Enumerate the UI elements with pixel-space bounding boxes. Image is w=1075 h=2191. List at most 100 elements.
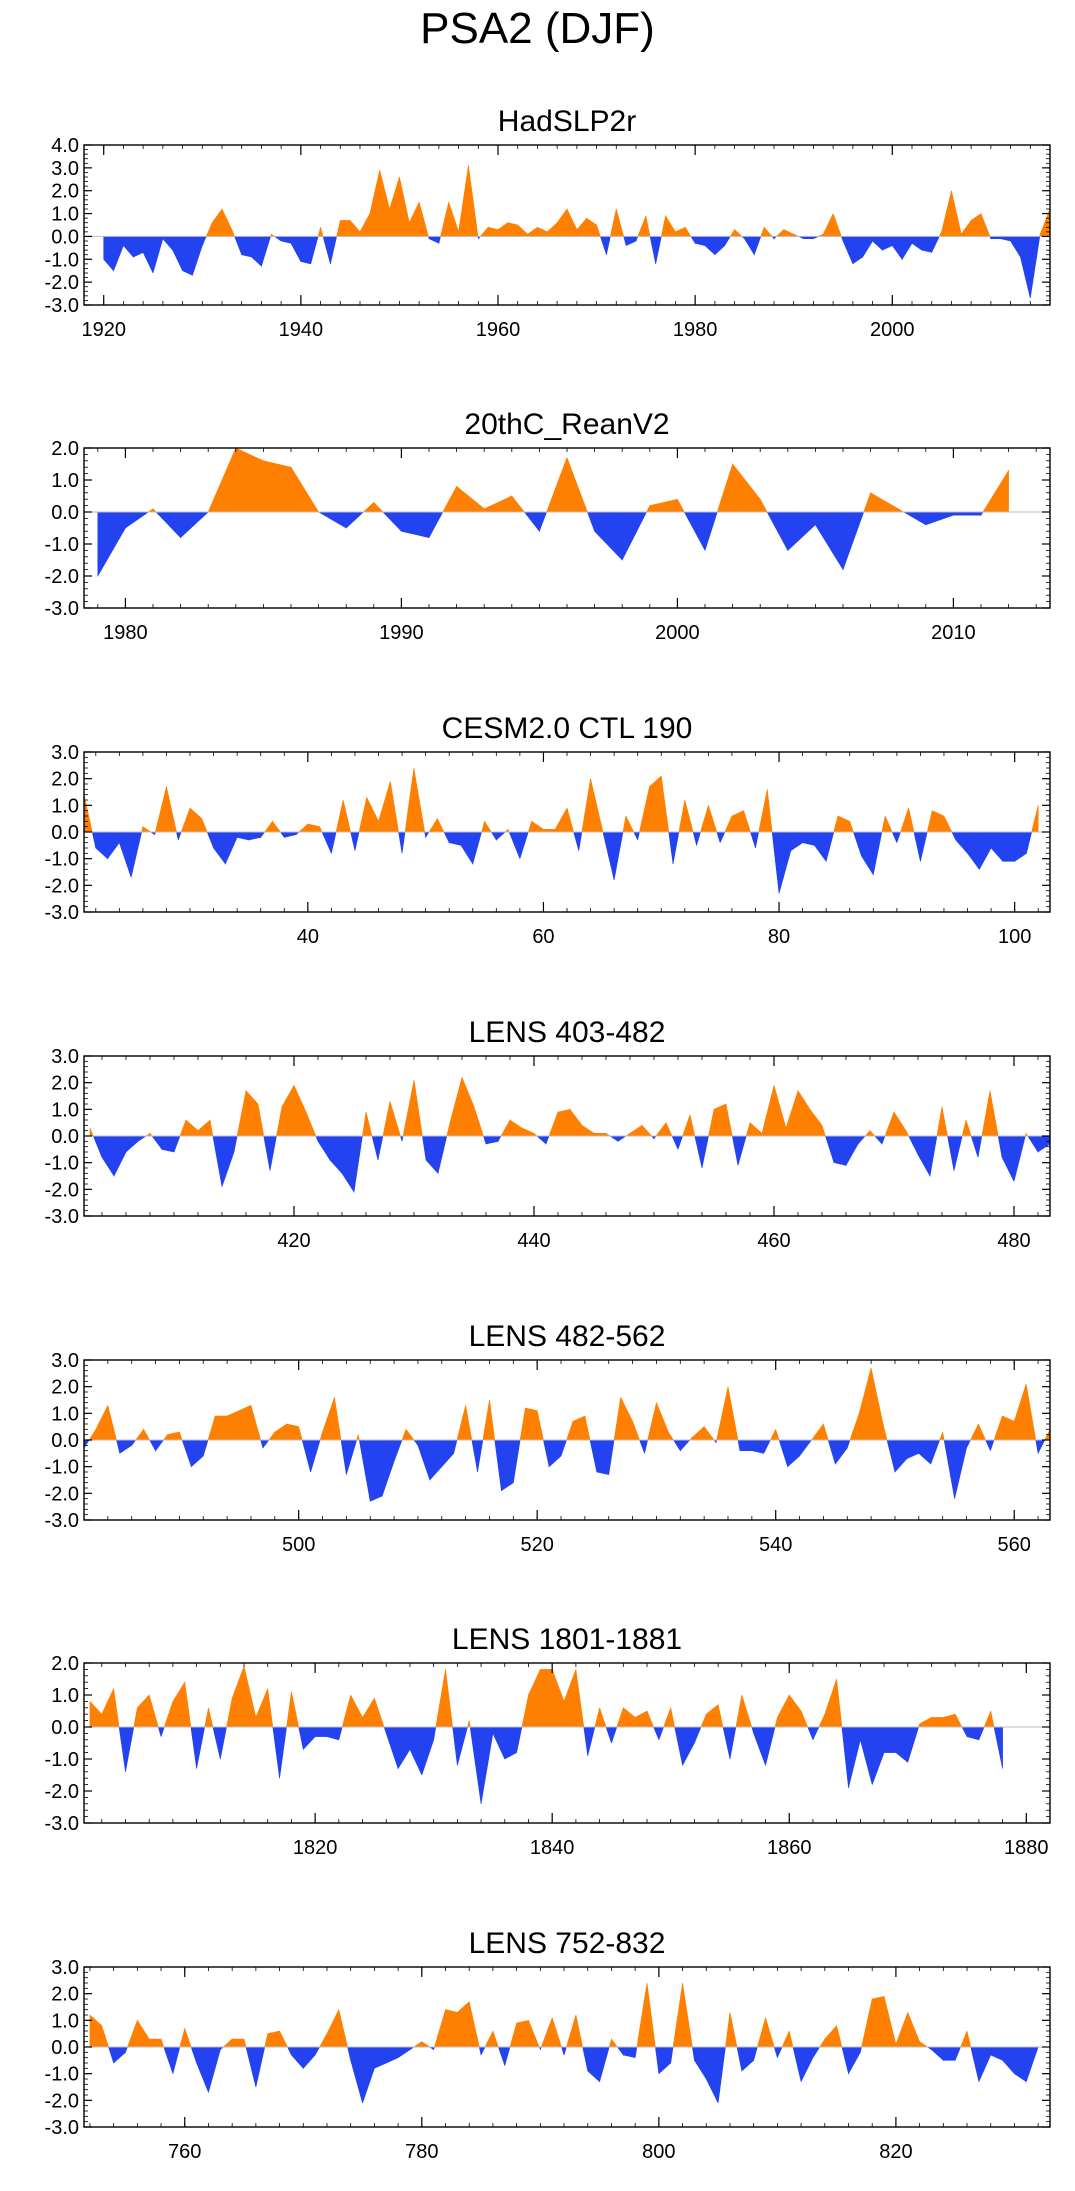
- positive-area: [884, 1111, 895, 1137]
- positive-area: [731, 810, 745, 833]
- negative-area: [310, 236, 319, 264]
- negative-area: [163, 2046, 174, 2074]
- negative-area: [792, 2046, 802, 2082]
- positive-area: [774, 1717, 778, 1728]
- positive-area: [537, 226, 548, 237]
- positive-area: [276, 1106, 283, 1137]
- positive-area: [456, 485, 485, 513]
- negative-area: [653, 1726, 660, 1740]
- positive-area: [319, 826, 323, 833]
- negative-area: [448, 831, 462, 846]
- positive-area: [700, 805, 709, 833]
- negative-area: [911, 236, 923, 251]
- negative-area: [1037, 1135, 1051, 1153]
- negative-area: [1010, 236, 1021, 259]
- positive-area: [569, 1108, 583, 1137]
- negative-area: [290, 236, 302, 262]
- positive-area: [255, 1688, 269, 1728]
- negative-area: [704, 511, 718, 551]
- negative-area: [172, 236, 183, 271]
- positive-area: [166, 786, 177, 833]
- positive-area: [596, 224, 601, 237]
- positive-area: [307, 823, 320, 833]
- negative-area: [161, 1135, 175, 1153]
- negative-area: [172, 2046, 181, 2074]
- positive-area: [339, 220, 351, 237]
- positive-area: [823, 1423, 829, 1441]
- negative-area: [841, 2046, 849, 2074]
- negative-area: [778, 831, 792, 894]
- negative-area: [504, 1726, 517, 1760]
- positive-area: [359, 213, 371, 237]
- negative-area: [149, 1439, 156, 1452]
- negative-area: [108, 2046, 114, 2064]
- y-tick-label: 0.0: [51, 226, 79, 248]
- positive-area: [724, 815, 733, 833]
- negative-area: [494, 1439, 502, 1491]
- positive-area: [365, 1111, 373, 1137]
- y-tick-label: -1.0: [45, 534, 79, 556]
- negative-area: [596, 1439, 610, 1476]
- negative-area: [606, 236, 611, 255]
- y-tick-label: 0.0: [51, 1717, 79, 1739]
- positive-area: [990, 1710, 995, 1728]
- negative-area: [993, 1726, 1003, 1769]
- negative-area: [966, 1726, 980, 1741]
- positive-area: [468, 165, 479, 237]
- negative-area: [260, 1439, 264, 1449]
- positive-area: [613, 1397, 621, 1441]
- positive-area: [708, 1109, 715, 1137]
- negative-area: [891, 831, 898, 843]
- negative-area: [346, 1439, 358, 1475]
- x-tick-label: 460: [757, 1230, 790, 1252]
- negative-area: [852, 831, 862, 857]
- positive-area: [492, 2030, 499, 2048]
- positive-area: [267, 2030, 280, 2048]
- positive-area: [461, 1077, 475, 1137]
- negative-area: [561, 2046, 565, 2056]
- positive-area: [274, 1423, 288, 1441]
- positive-area: [317, 227, 321, 237]
- negative-area: [918, 1439, 932, 1465]
- positive-area: [554, 807, 568, 833]
- x-tick-label: 760: [168, 2141, 201, 2163]
- negative-area: [433, 1726, 437, 1740]
- positive-area: [766, 789, 773, 833]
- positive-area: [836, 2025, 843, 2048]
- positive-area: [622, 1707, 636, 1728]
- negative-area: [929, 1135, 938, 1177]
- negative-area: [1000, 236, 1011, 242]
- negative-area: [694, 1726, 702, 1744]
- positive-area: [705, 1703, 719, 1728]
- panel-title: LENS 752-832: [469, 1927, 666, 1960]
- negative-area: [835, 1439, 848, 1465]
- positive-area: [689, 1114, 696, 1137]
- positive-area: [572, 1415, 586, 1441]
- negative-area: [397, 2046, 411, 2059]
- negative-area: [191, 1439, 204, 1468]
- positive-area: [88, 1428, 97, 1441]
- positive-area: [319, 2032, 328, 2048]
- negative-area: [437, 1135, 448, 1174]
- negative-area: [649, 236, 657, 264]
- positive-area: [162, 1433, 168, 1441]
- negative-area: [1026, 831, 1033, 854]
- positive-area: [362, 501, 375, 513]
- positive-area: [546, 457, 568, 513]
- negative-area: [137, 1135, 147, 1142]
- negative-area: [694, 236, 706, 246]
- negative-area: [737, 1135, 747, 1166]
- negative-area: [787, 1439, 800, 1468]
- positive-area: [389, 1101, 401, 1137]
- x-tick-label: 520: [520, 1534, 553, 1556]
- negative-area: [790, 831, 803, 852]
- positive-area: [374, 1698, 385, 1728]
- negative-area: [961, 1726, 968, 1737]
- x-tick-label: 780: [405, 2141, 438, 2163]
- positive-area: [970, 212, 982, 237]
- negative-area: [799, 1439, 813, 1457]
- negative-area: [655, 236, 662, 264]
- negative-area: [417, 1439, 431, 1481]
- x-tick-label: 1820: [293, 1837, 338, 1859]
- y-tick-label: 1.0: [51, 1099, 79, 1121]
